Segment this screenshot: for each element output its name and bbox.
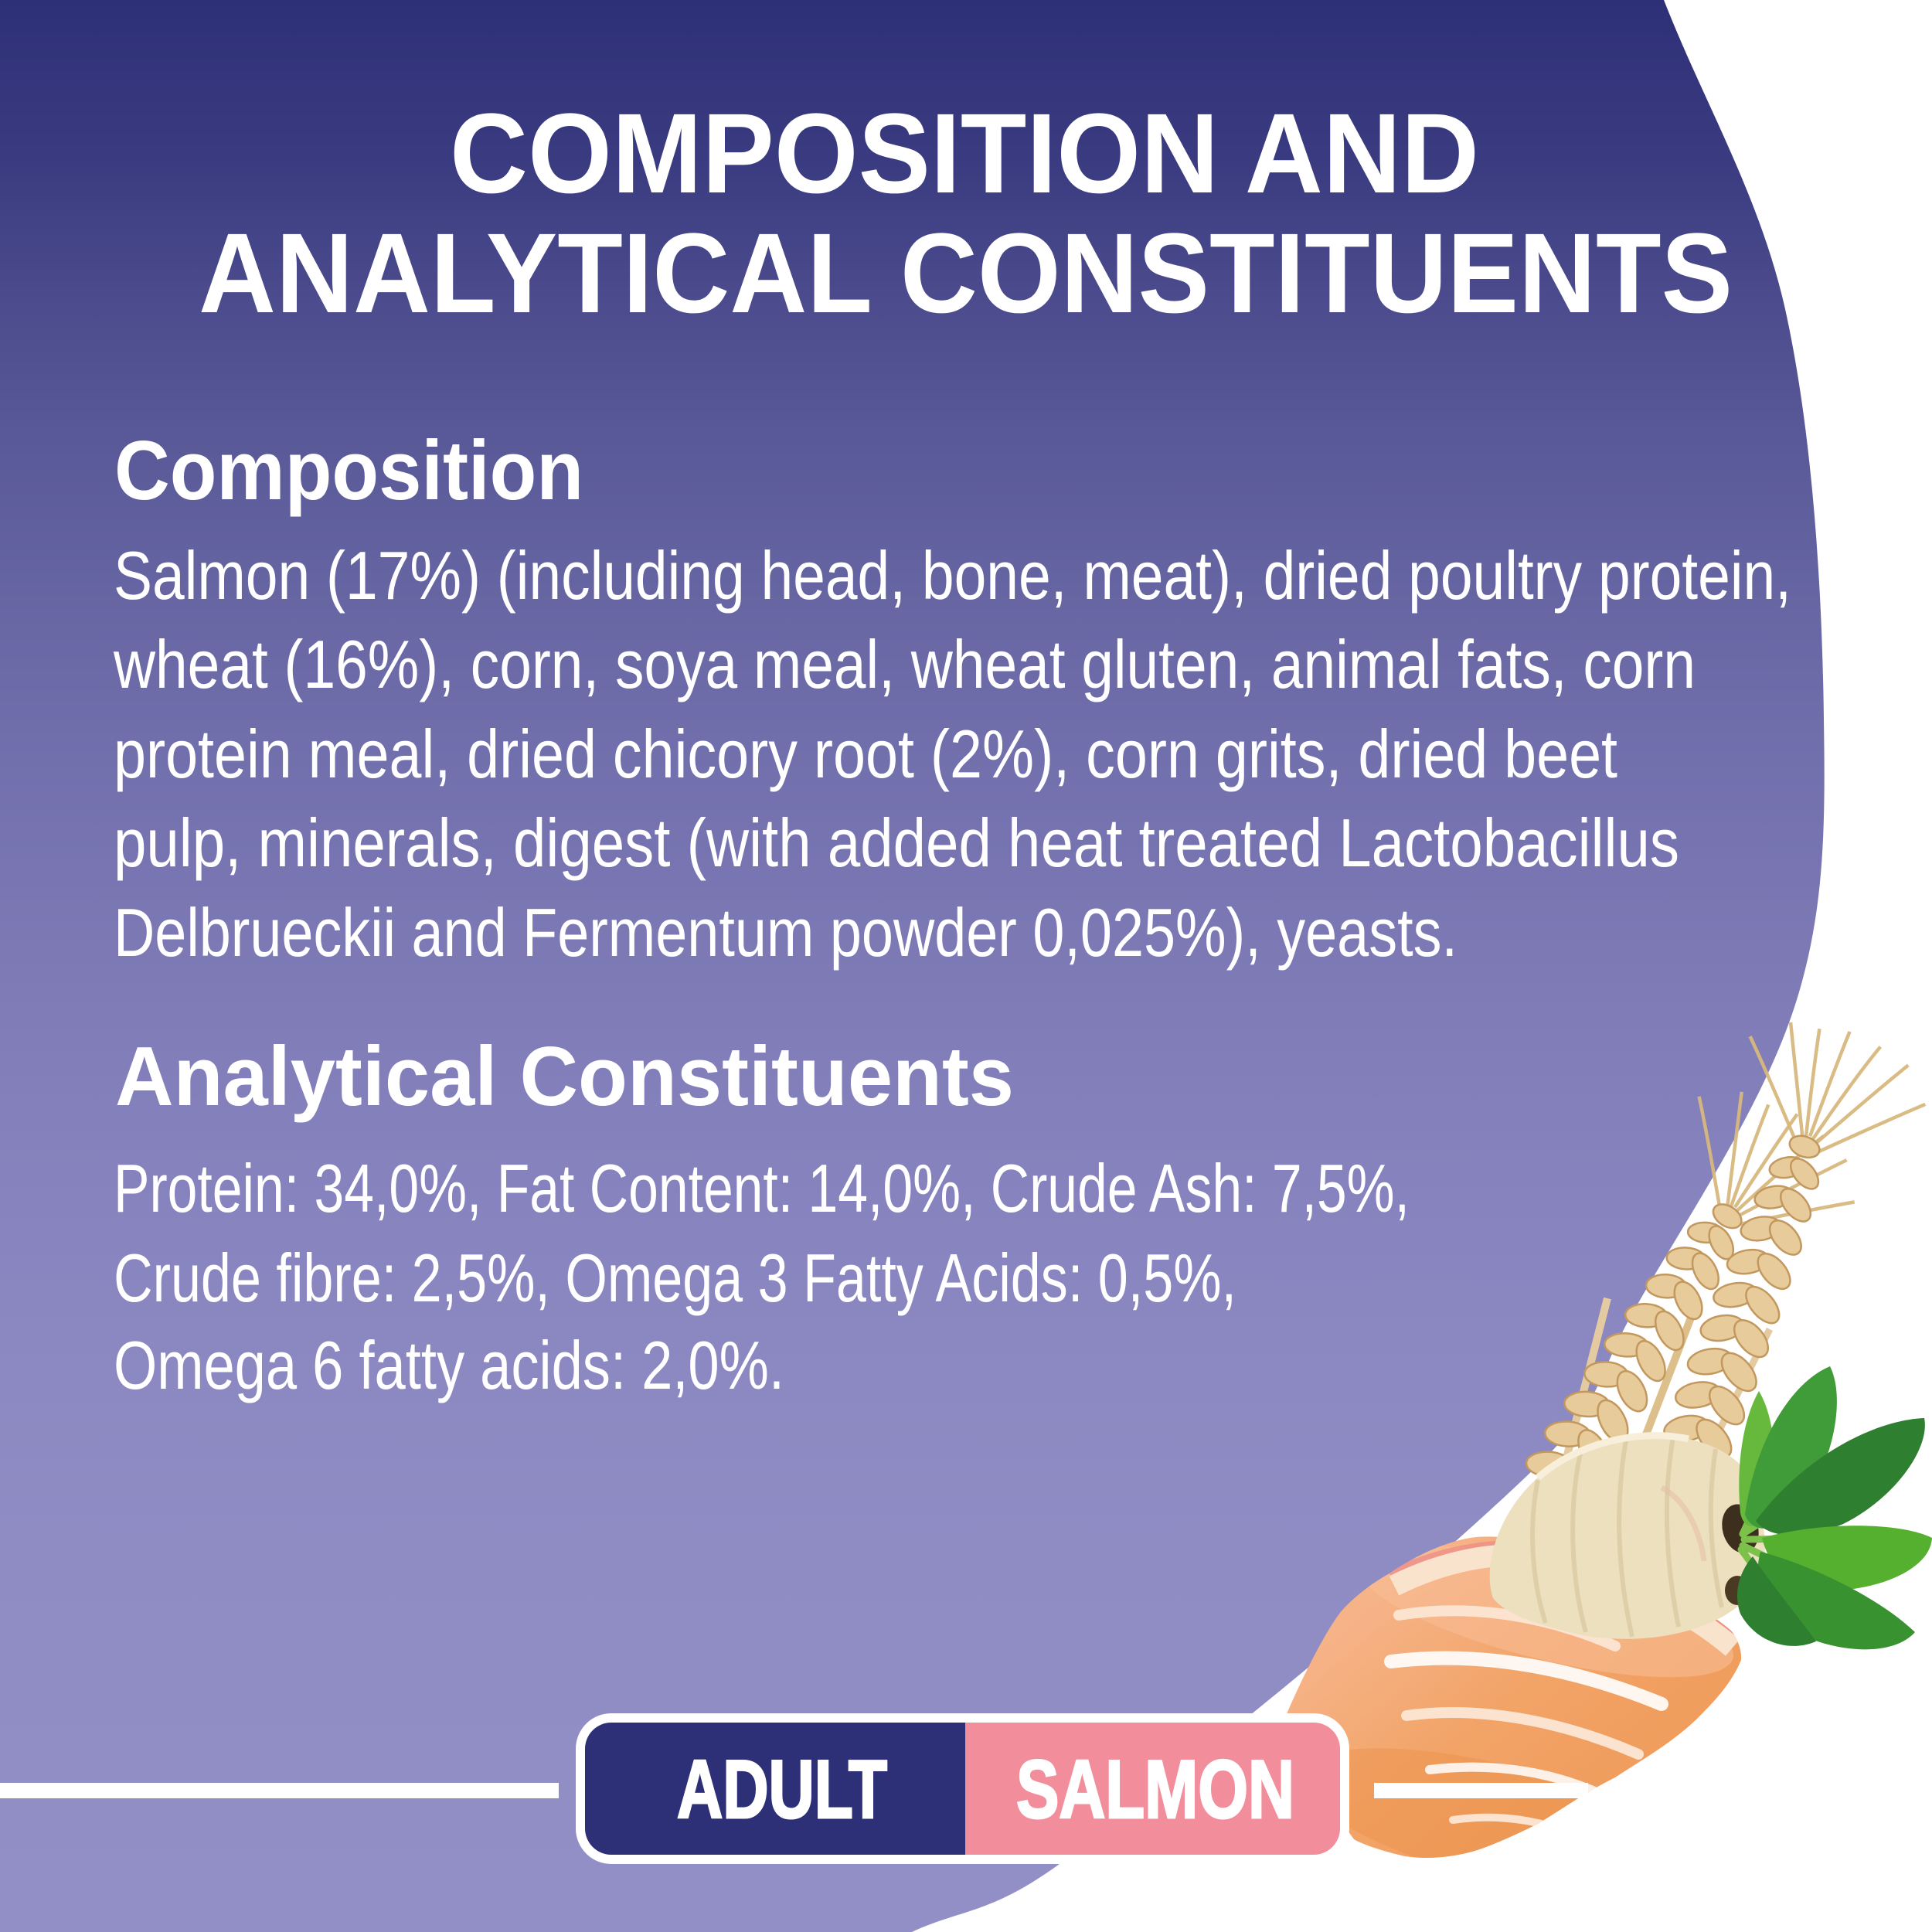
svg-text:Delbrueckii and Fermentum powd: Delbrueckii and Fermentum powder 0,025%)… [114,894,1458,971]
svg-text:protein meal, dried chicory ro: protein meal, dried chicory root (2%), c… [114,716,1617,792]
svg-text:Protein: 34,0%, Fat Content: 1: Protein: 34,0%, Fat Content: 14,0%, Crud… [114,1150,1410,1226]
svg-text:Crude fibre: 2,5%, Omega 3 Fat: Crude fibre: 2,5%, Omega 3 Fatty Acids: … [114,1240,1236,1316]
svg-text:ANALYTICAL CONSTITUENTS: ANALYTICAL CONSTITUENTS [199,210,1733,337]
svg-text:SALMON: SALMON [1016,1743,1294,1835]
svg-text:COMPOSITION AND: COMPOSITION AND [450,90,1479,217]
svg-text:Composition: Composition [114,423,583,518]
svg-text:pulp, minerals, digest (with a: pulp, minerals, digest (with added heat … [114,804,1679,881]
svg-text:Analytical Constituents: Analytical Constituents [115,1029,1014,1124]
svg-text:wheat (16%), corn, soya meal,: wheat (16%), corn, soya meal, wheat glut… [113,626,1696,702]
svg-text:Salmon (17%) (including head,: Salmon (17%) (including head, bone, meat… [114,537,1791,614]
svg-text:Omega 6 fatty acids: 2,0%.: Omega 6 fatty acids: 2,0%. [114,1327,784,1403]
svg-text:ADULT: ADULT [677,1743,887,1835]
